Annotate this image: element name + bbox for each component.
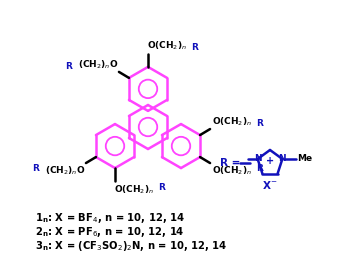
Text: $\mathbf{3_n}$: X = (CF$_3$SO$_2$)$_2$N, n = 10, 12, 14: $\mathbf{3_n}$: X = (CF$_3$SO$_2$)$_2$N,…: [35, 239, 228, 253]
Text: R: R: [256, 119, 263, 128]
Text: (CH$_2$)$_n$O: (CH$_2$)$_n$O: [78, 58, 118, 71]
Text: R =: R =: [220, 158, 240, 168]
Text: +: +: [266, 156, 274, 166]
Text: R: R: [158, 183, 165, 192]
Text: Me: Me: [298, 155, 313, 163]
Text: X$^{-}$: X$^{-}$: [262, 179, 278, 191]
Text: O(CH$_2$)$_n$: O(CH$_2$)$_n$: [147, 39, 187, 52]
Text: O(CH$_2$)$_n$: O(CH$_2$)$_n$: [212, 116, 252, 128]
Text: O(CH$_2$)$_n$: O(CH$_2$)$_n$: [212, 164, 252, 177]
Text: R: R: [256, 164, 263, 173]
Text: N: N: [279, 155, 286, 163]
Text: (CH$_2$)$_n$O: (CH$_2$)$_n$O: [45, 164, 85, 177]
Text: O(CH$_2$)$_n$: O(CH$_2$)$_n$: [114, 183, 154, 196]
Text: R: R: [191, 43, 198, 52]
Text: R: R: [32, 164, 39, 173]
Text: $\mathbf{2_n}$: X = PF$_6$, n = 10, 12, 14: $\mathbf{2_n}$: X = PF$_6$, n = 10, 12, …: [35, 225, 184, 239]
Text: N: N: [254, 155, 261, 163]
Text: R: R: [65, 62, 72, 71]
Text: $\mathbf{1_n}$: X = BF$_4$, n = 10, 12, 14: $\mathbf{1_n}$: X = BF$_4$, n = 10, 12, …: [35, 211, 185, 225]
